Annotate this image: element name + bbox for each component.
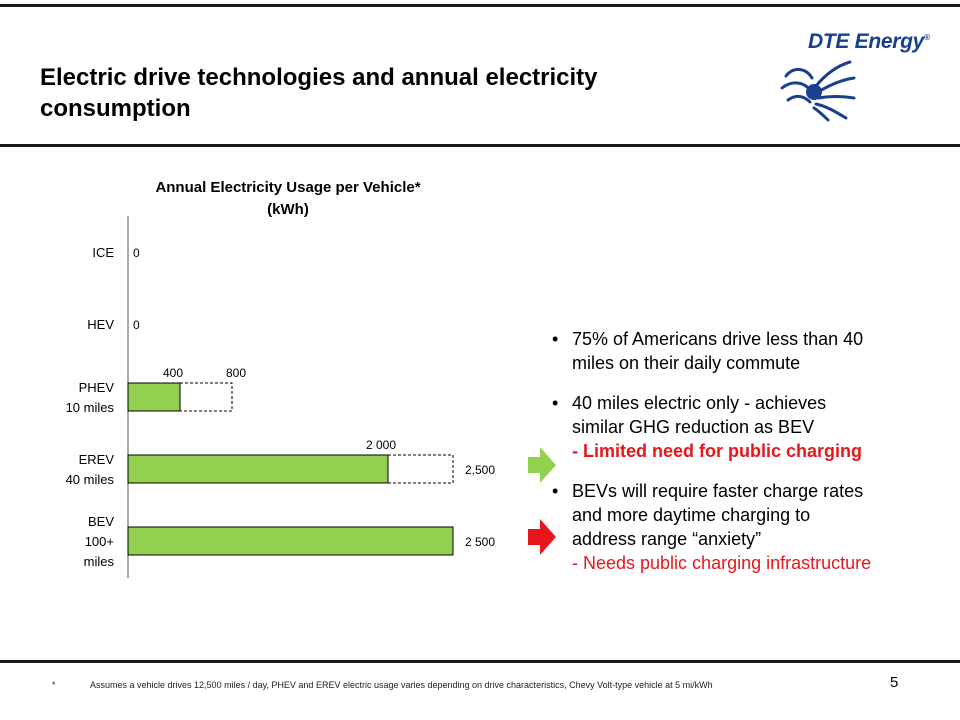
potential-bar [387, 454, 454, 484]
data-label: 2 000 [366, 438, 396, 452]
top-rule [0, 4, 960, 7]
red-arrow-icon [528, 519, 556, 555]
footnote-marker: * [52, 680, 56, 690]
potential-label: 800 [226, 366, 246, 380]
data-label: 0 [133, 318, 140, 332]
header-rule [0, 144, 960, 147]
data-bar [127, 526, 454, 556]
footer-rule [0, 660, 960, 663]
bullet-text-line: similar GHG reduction as BEV [572, 417, 815, 437]
footnote: * Assumes a vehicle drives 12,500 miles /… [52, 680, 713, 690]
bullet-list: 75% of Americans drive less than 40 mile… [552, 327, 952, 575]
green-arrow-icon [528, 447, 556, 483]
data-label: 2 500 [465, 535, 495, 549]
page-number: 5 [890, 674, 899, 691]
dte-logo-icon [780, 60, 856, 122]
slide-title-line1: Electric drive technologies and annual e… [40, 64, 598, 91]
bullet-highlight: - Needs public charging infrastructure [572, 553, 872, 573]
bullet-highlight: - Limited need for public charging [572, 441, 863, 461]
bullet-40-miles: 40 miles electric only - achieves simila… [552, 391, 952, 463]
dte-energy-logo-text: DTE Energy® [808, 30, 930, 54]
bars-layer: ICE 0 HEV 0 PHEV 10 miles 400 800 EREV 40 miles 2 … [66, 245, 496, 569]
potential-label: 2,500 [465, 463, 495, 477]
logo-registered-mark: ® [924, 33, 930, 42]
bullet-text-line: 75% of Americans drive less than 40 [572, 329, 864, 349]
category-label: HEV [87, 317, 114, 332]
data-bar [127, 454, 389, 484]
bullet-text-line: address range “anxiety” [572, 529, 762, 549]
bullet-text-line: miles on their daily commute [572, 353, 801, 373]
logo-wordmark: DTE Energy [808, 30, 925, 53]
data-label: 0 [133, 246, 140, 260]
category-label: 100+ [85, 534, 114, 549]
bullet-text-line: and more daytime charging to [572, 505, 811, 525]
bullet-text-line: BEVs will require faster charge rates [572, 481, 864, 501]
bullet-text-line: 40 miles electric only - achieves [572, 393, 827, 413]
footnote-text: Assumes a vehicle drives 12,500 miles / … [90, 680, 713, 690]
category-label: BEV [88, 514, 114, 529]
category-label: 40 miles [66, 472, 115, 487]
electricity-usage-chart: Annual Electricity Usage per Vehicle* (k… [66, 179, 556, 578]
arrows-layer [528, 447, 556, 555]
category-label: ICE [92, 245, 114, 260]
category-label: PHEV [79, 380, 115, 395]
slide-title-line2: consumption [40, 95, 191, 122]
category-label: EREV [79, 452, 115, 467]
bullet-bev: BEVs will require faster charge rates an… [552, 479, 952, 575]
category-label: miles [84, 554, 115, 569]
chart-title-line2: (kWh) [267, 201, 309, 218]
bullet-commute: 75% of Americans drive less than 40 mile… [552, 327, 952, 375]
slide-title: Electric drive technologies and annual e… [40, 62, 740, 124]
chart-title-line1: Annual Electricity Usage per Vehicle* [155, 179, 420, 196]
category-label: 10 miles [66, 400, 115, 415]
data-bar [127, 382, 181, 412]
potential-bar [179, 382, 233, 412]
data-label: 400 [163, 366, 183, 380]
